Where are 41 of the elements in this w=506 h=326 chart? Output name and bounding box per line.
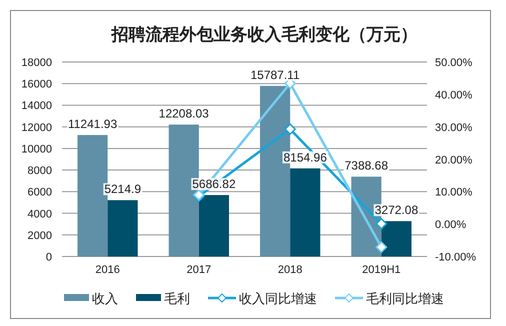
point bbox=[376, 218, 388, 230]
legend-label: 毛利 bbox=[164, 291, 190, 306]
y-tick-label: 0 bbox=[46, 252, 52, 264]
y-tick-label: 18000 bbox=[21, 57, 52, 69]
bar bbox=[381, 221, 412, 256]
data-label: 5686.82 bbox=[192, 177, 236, 192]
y2-tick-label: 30.00% bbox=[435, 122, 473, 134]
y2-tick-label: -10.00% bbox=[435, 252, 476, 264]
y-tick-label: 10000 bbox=[21, 143, 52, 156]
y-tick-label: 2000 bbox=[28, 230, 52, 242]
data-label: 8154.96 bbox=[283, 150, 328, 164]
y-tick-label: 4000 bbox=[28, 208, 52, 220]
y-tick-label: 6000 bbox=[28, 186, 52, 199]
y2-tick-label: 0.00% bbox=[435, 219, 466, 232]
data-label: 3272.08 bbox=[374, 203, 418, 218]
point bbox=[284, 123, 296, 135]
data-label: 12208.03 bbox=[158, 106, 210, 121]
x-tick-label: 2019H1 bbox=[362, 264, 401, 276]
data-label: 7388.68 bbox=[344, 158, 388, 173]
y-tick-label: 12000 bbox=[21, 122, 52, 134]
legend-label: 收入 bbox=[92, 291, 118, 306]
bar bbox=[108, 200, 138, 256]
y2-tick-label: 50.00% bbox=[435, 57, 473, 69]
legend-label: 毛利同比增速 bbox=[366, 291, 444, 306]
bar bbox=[198, 195, 229, 256]
bar bbox=[290, 168, 320, 256]
y2-tick-label: 20.00% bbox=[435, 154, 473, 166]
data-label: 5214.9 bbox=[104, 182, 142, 196]
x-tick-label: 2016 bbox=[95, 264, 120, 276]
chart-title: 招聘流程外包业务收入毛利变化（万元） bbox=[110, 25, 418, 44]
y-tick-label: 8000 bbox=[28, 165, 52, 178]
x-tick-label: 2017 bbox=[186, 264, 212, 276]
y-tick-label: 16000 bbox=[21, 78, 52, 91]
y2-tick-label: 40.00% bbox=[435, 89, 473, 102]
y-tick-label: 14000 bbox=[21, 100, 52, 112]
y2-tick-label: 10.00% bbox=[435, 186, 473, 199]
data-label: 11241.93 bbox=[68, 117, 118, 132]
point bbox=[376, 241, 388, 253]
legend-label: 收入同比增速 bbox=[239, 291, 317, 306]
x-tick-label: 2018 bbox=[278, 264, 302, 276]
data-label: 15787.11 bbox=[250, 68, 300, 82]
